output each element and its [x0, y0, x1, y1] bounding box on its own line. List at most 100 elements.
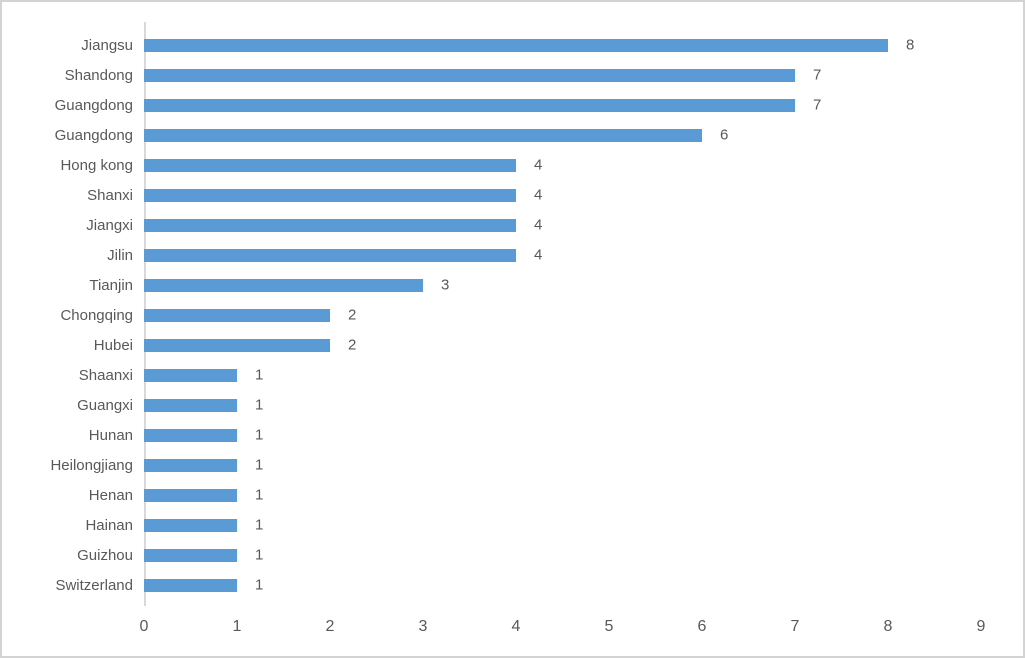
category-label: Hong kong: [60, 156, 133, 174]
bar: [144, 218, 516, 232]
value-label: 4: [534, 156, 543, 174]
x-axis-tick-label: 0: [139, 618, 149, 635]
bar-row: Henan 1: [2, 480, 981, 510]
bar-track: 3: [144, 276, 981, 294]
value-label: 6: [719, 126, 729, 144]
value-label: 1: [255, 456, 264, 474]
value-label: 1: [255, 396, 264, 414]
category-label: Shanxi: [87, 186, 133, 204]
bar-track: 1: [144, 366, 981, 384]
plot-area: Jiangsu 8 Shandong 7 Guangdong 7 Guangdo…: [2, 22, 986, 656]
x-axis-tick-label: 3: [418, 618, 428, 635]
bar: [144, 578, 237, 592]
bar-row: Switzerland 1: [2, 570, 981, 600]
bar-row: Shandong 7: [2, 60, 981, 90]
bar: [144, 518, 237, 532]
bar-row: Shaanxi 1: [2, 360, 981, 390]
category-label: Guangxi: [77, 396, 133, 414]
value-label: 4: [534, 186, 543, 204]
value-label: 1: [255, 546, 264, 564]
bar-track: 1: [144, 546, 981, 564]
bar-track: 4: [144, 156, 981, 174]
bar-track: 1: [144, 516, 981, 534]
bar-track: 4: [144, 186, 981, 204]
bar: [144, 98, 795, 112]
bar-row: Hainan 1: [2, 510, 981, 540]
bar: [144, 38, 888, 52]
bar-row: Shanxi 4: [2, 180, 981, 210]
bar-row: Jilin 4: [2, 240, 981, 270]
bar-row: Hubei 2: [2, 330, 981, 360]
x-axis-tick-label: 9: [976, 618, 986, 635]
bar-track: 1: [144, 396, 981, 414]
value-label: 1: [255, 486, 264, 504]
x-axis: 0 1 2 3 4 5 6 7 8 9: [140, 606, 986, 642]
bar-track: 7: [144, 96, 981, 114]
value-label: 7: [813, 66, 822, 84]
bar-track: 6: [144, 126, 981, 144]
bar-row: Chongqing 2: [2, 300, 981, 330]
bar-row: Heilongjiang 1: [2, 450, 981, 480]
category-label: Guizhou: [77, 546, 133, 564]
value-label: 1: [255, 366, 264, 384]
bar: [144, 428, 237, 442]
value-label: 7: [813, 96, 822, 114]
value-label: 3: [440, 276, 450, 294]
bar: [144, 488, 237, 502]
category-label: Tianjin: [89, 276, 133, 294]
category-label: Jilin: [107, 246, 133, 264]
category-label: Hubei: [93, 336, 133, 354]
category-label: Jiangsu: [81, 36, 133, 54]
bar-row: Jiangxi 4: [2, 210, 981, 240]
bar: [144, 368, 237, 382]
bar-track: 1: [144, 486, 981, 504]
value-label: 4: [534, 246, 543, 264]
bar-row: Hunan 1: [2, 420, 981, 450]
category-label: Hainan: [85, 516, 133, 534]
value-label: 1: [255, 576, 264, 594]
bar-row: Hong kong 4: [2, 150, 981, 180]
value-label: 2: [348, 306, 357, 324]
bar-track: 1: [144, 576, 981, 594]
bar-row: Guizhou 1: [2, 540, 981, 570]
x-axis-tick-label: 2: [325, 618, 335, 635]
x-axis-tick-label: 8: [883, 618, 893, 635]
bar: [144, 128, 702, 142]
bar: [144, 548, 237, 562]
bar-row: Jiangsu 8: [2, 30, 981, 60]
category-label: Jiangxi: [86, 216, 133, 234]
category-label: Shaanxi: [78, 366, 133, 384]
bar-track: 2: [144, 306, 981, 324]
category-label: Shandong: [64, 66, 133, 84]
category-label: Guangdong: [54, 96, 133, 114]
category-label: Chongqing: [60, 306, 133, 324]
x-axis-tick-label: 1: [232, 618, 242, 635]
x-axis-tick-label: 6: [697, 618, 707, 635]
bar-track: 4: [144, 246, 981, 264]
bar: [144, 248, 516, 262]
category-label: Hunan: [88, 426, 133, 444]
bar-track: 1: [144, 456, 981, 474]
x-axis-tick-label: 7: [790, 618, 800, 635]
category-label: Heilongjiang: [50, 456, 133, 474]
bar: [144, 458, 237, 472]
category-label: Guangdong: [54, 126, 133, 144]
category-label: Henan: [88, 486, 133, 504]
bar-track: 2: [144, 337, 981, 354]
bar: [144, 278, 423, 292]
bar-track: 8: [144, 37, 981, 54]
bar-track: 1: [144, 426, 981, 444]
bar-rows: Jiangsu 8 Shandong 7 Guangdong 7 Guangdo…: [2, 22, 981, 606]
value-label: 1: [255, 516, 264, 534]
value-label: 1: [255, 426, 264, 444]
value-label: 4: [534, 216, 543, 234]
bar-row: Tianjin 3: [2, 270, 981, 300]
bar-track: 4: [144, 216, 981, 234]
bar: [144, 398, 237, 412]
bar: [144, 188, 516, 202]
category-label: Switzerland: [55, 576, 133, 594]
bar-row: Guangdong 6: [2, 120, 981, 150]
x-axis-tick-label: 5: [604, 618, 614, 635]
bar-row: Guangxi 1: [2, 390, 981, 420]
